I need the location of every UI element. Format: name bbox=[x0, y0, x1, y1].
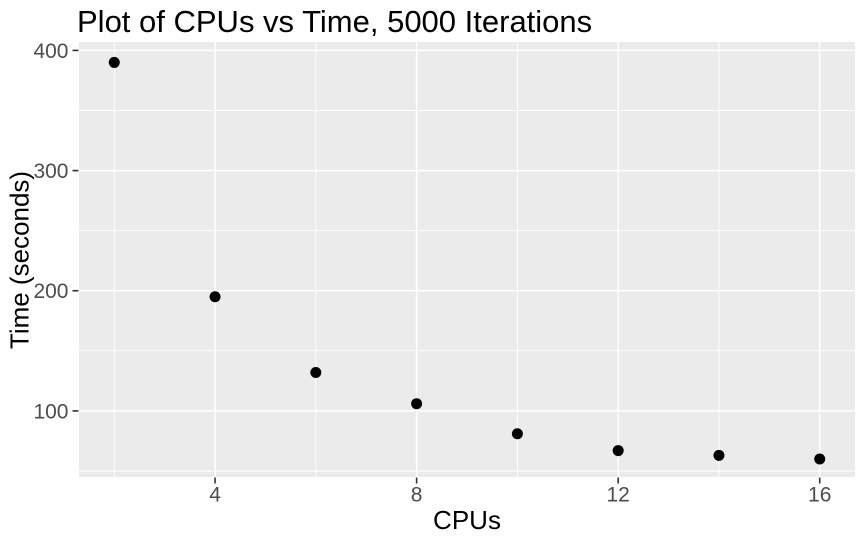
y-tick-label: 400 bbox=[33, 40, 68, 63]
data-point bbox=[108, 56, 120, 68]
chart-title: Plot of CPUs vs Time, 5000 Iterations bbox=[77, 4, 593, 39]
x-tick-label: 8 bbox=[411, 484, 423, 507]
y-tick-label: 200 bbox=[33, 280, 68, 303]
data-point bbox=[511, 428, 523, 440]
data-point bbox=[310, 366, 322, 378]
data-point bbox=[209, 291, 221, 303]
data-point bbox=[411, 398, 423, 410]
y-tick-label: 300 bbox=[33, 160, 68, 183]
x-tick-label: 12 bbox=[606, 484, 629, 507]
x-axis-title: CPUs bbox=[433, 505, 501, 535]
x-tick-label: 16 bbox=[808, 484, 831, 507]
y-tick-label: 100 bbox=[33, 400, 68, 423]
data-point bbox=[713, 449, 725, 461]
plot-panel bbox=[79, 42, 855, 477]
data-point bbox=[814, 453, 826, 465]
data-point bbox=[612, 445, 624, 457]
x-tick-label: 4 bbox=[209, 484, 221, 507]
